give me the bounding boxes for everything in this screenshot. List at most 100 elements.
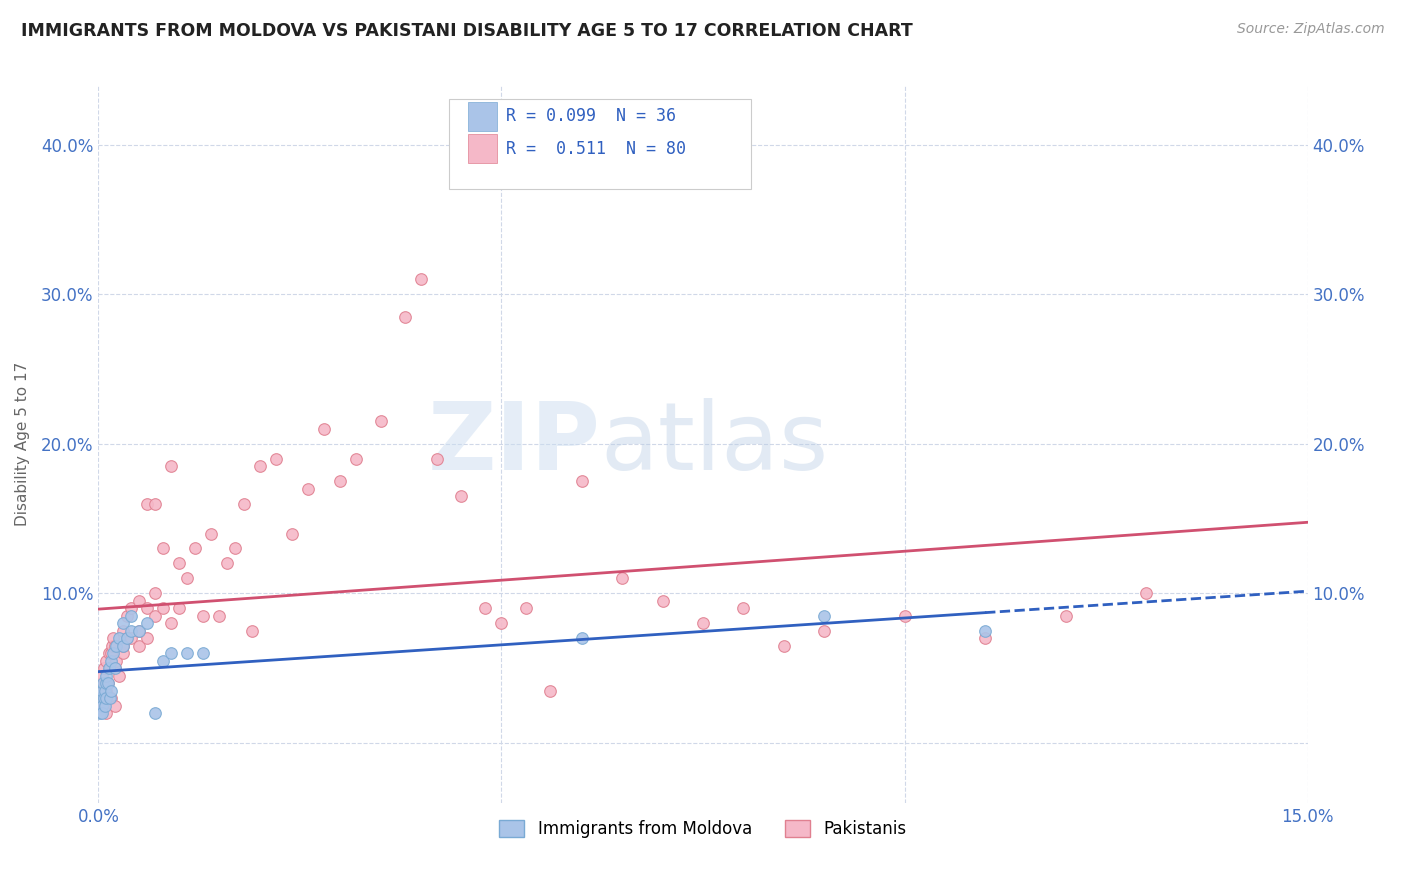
Point	[101, 639, 124, 653]
Point	[93, 661, 115, 675]
Point	[571, 632, 593, 646]
Point	[314, 422, 336, 436]
Point	[200, 526, 222, 541]
Point	[167, 601, 190, 615]
Point	[208, 608, 231, 623]
Point	[651, 594, 673, 608]
Point	[450, 489, 472, 503]
Text: R =  0.511  N = 80: R = 0.511 N = 80	[506, 140, 686, 158]
Point	[100, 683, 122, 698]
Point	[98, 691, 121, 706]
Point	[370, 414, 392, 428]
Y-axis label: Disability Age 5 to 17: Disability Age 5 to 17	[15, 361, 30, 526]
Point	[692, 616, 714, 631]
Point	[974, 632, 997, 646]
Point	[152, 654, 174, 668]
Point	[120, 624, 142, 638]
Point	[111, 646, 134, 660]
Point	[94, 676, 117, 690]
Point	[1135, 586, 1157, 600]
Point	[571, 474, 593, 488]
Point	[115, 632, 138, 646]
Point	[813, 608, 835, 623]
Point	[217, 557, 239, 571]
Point	[107, 632, 129, 646]
Point	[329, 474, 352, 488]
Point	[89, 691, 111, 706]
Point	[90, 691, 112, 706]
Point	[160, 646, 183, 660]
Point	[733, 601, 755, 615]
Point	[143, 586, 166, 600]
Point	[103, 698, 125, 713]
FancyBboxPatch shape	[449, 99, 751, 189]
Point	[409, 272, 432, 286]
Point	[193, 608, 215, 623]
Point	[91, 691, 114, 706]
Point	[152, 541, 174, 556]
Point	[491, 616, 513, 631]
Point	[128, 639, 150, 653]
Point	[115, 608, 138, 623]
Point	[98, 661, 121, 675]
Point	[94, 676, 117, 690]
Point	[160, 459, 183, 474]
Point	[111, 639, 134, 653]
Point	[297, 482, 319, 496]
Point	[167, 557, 190, 571]
Point	[111, 639, 134, 653]
Point	[135, 497, 157, 511]
Point	[115, 632, 138, 646]
Point	[426, 451, 449, 466]
Point	[91, 683, 114, 698]
FancyBboxPatch shape	[468, 102, 498, 131]
Point	[91, 706, 114, 720]
Point	[105, 654, 128, 668]
Point	[94, 698, 117, 713]
Point	[515, 601, 537, 615]
Point	[184, 541, 207, 556]
Point	[135, 601, 157, 615]
Point	[96, 668, 118, 682]
Point	[97, 676, 120, 690]
Point	[107, 668, 129, 682]
Point	[94, 683, 117, 698]
Point	[111, 624, 134, 638]
Point	[240, 624, 263, 638]
Point	[101, 632, 124, 646]
Point	[193, 646, 215, 660]
Point	[474, 601, 496, 615]
Point	[143, 497, 166, 511]
Point	[100, 646, 122, 660]
Point	[1054, 608, 1077, 623]
Point	[344, 451, 367, 466]
Point	[120, 601, 142, 615]
Point	[101, 646, 124, 660]
Point	[281, 526, 304, 541]
Point	[135, 632, 157, 646]
Text: atlas: atlas	[600, 398, 828, 490]
Text: IMMIGRANTS FROM MOLDOVA VS PAKISTANI DISABILITY AGE 5 TO 17 CORRELATION CHART: IMMIGRANTS FROM MOLDOVA VS PAKISTANI DIS…	[21, 22, 912, 40]
FancyBboxPatch shape	[468, 135, 498, 163]
Point	[103, 661, 125, 675]
Point	[128, 594, 150, 608]
Point	[813, 624, 835, 638]
Point	[91, 668, 114, 682]
Point	[103, 661, 125, 675]
Point	[97, 646, 120, 660]
Text: Source: ZipAtlas.com: Source: ZipAtlas.com	[1237, 22, 1385, 37]
Point	[772, 639, 794, 653]
Point	[893, 608, 915, 623]
Point	[111, 616, 134, 631]
Point	[176, 646, 198, 660]
Point	[143, 706, 166, 720]
Point	[120, 632, 142, 646]
Point	[224, 541, 246, 556]
Point	[120, 608, 142, 623]
Legend: Immigrants from Moldova, Pakistanis: Immigrants from Moldova, Pakistanis	[492, 814, 914, 845]
Point	[160, 616, 183, 631]
Point	[96, 706, 118, 720]
Point	[264, 451, 287, 466]
Point	[128, 624, 150, 638]
Text: ZIP: ZIP	[427, 398, 600, 490]
